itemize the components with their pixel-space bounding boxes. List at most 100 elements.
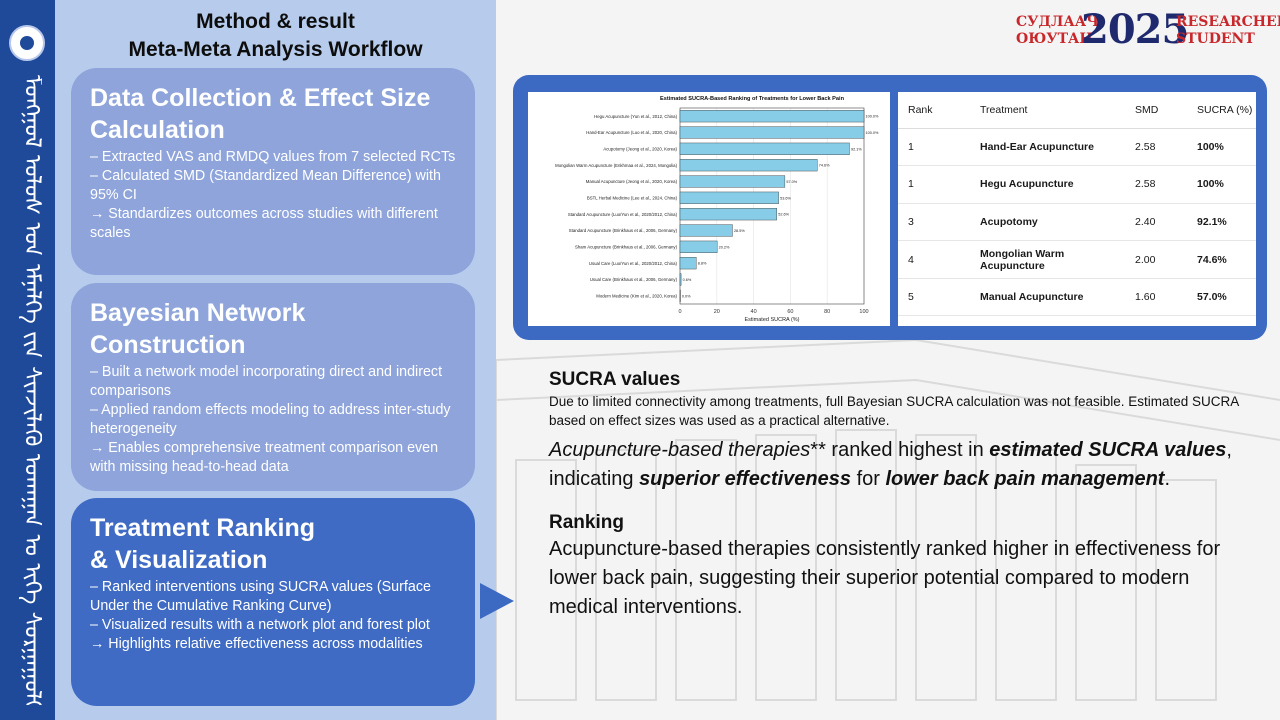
x-tick-label: 80	[824, 309, 830, 315]
data-label: 28.5%	[734, 229, 745, 233]
plot-frame	[679, 107, 865, 305]
card-treatment-ranking: Treatment Ranking & Visualization – Ranke…	[71, 498, 475, 706]
card-line: → Standardizes outcomes across studies w…	[90, 206, 438, 241]
arrow-right-icon	[480, 583, 514, 619]
table-row: 4 Mongolian Warm Acupuncture 2.00 74.6%	[898, 240, 1256, 279]
y-tick-label: Sham Acupuncture (Brinkhaus et al., 2006…	[575, 244, 678, 249]
logo-text-left: СУДЛААЧ ОЮУТАН	[1016, 14, 1099, 47]
data-label: 52.6%	[778, 213, 789, 217]
cell-rank: 1	[898, 165, 970, 204]
y-tick-label: Hegu Acupuncture (Yun et al., 2012, Chin…	[594, 114, 677, 119]
cell-treatment: Acupotomy	[970, 203, 1125, 242]
card-data-collection: Data Collection & Effect Size Calculation…	[71, 68, 475, 275]
y-tick-label: Standard Acupuncture (Brinkhaus et al., …	[569, 228, 678, 233]
bar	[679, 175, 786, 188]
card-line: – Calculated SMD (Standardized Mean Diff…	[90, 168, 441, 203]
card-line: → Enables comprehensive treatment compar…	[90, 440, 439, 475]
data-label: 92.1%	[851, 147, 862, 151]
y-tick-label: Manual Acupuncture (Jeong et al., 2020, …	[586, 179, 678, 184]
x-tick-label: 100	[859, 309, 868, 315]
data-label: 20.2%	[719, 245, 730, 249]
data-label: 0.0%	[682, 294, 691, 298]
vertical-strip: ᠮᠣᠩᠭᠣᠯ ᠤᠯᠤᠰ ᠤᠨ ᠡᠮᠨᠡᠯᠭᠡ ᠵᠢᠨ ᠰᠢᠨᠵᠢᠯᠡᠬᠦ ᠤᠬᠠ…	[0, 0, 55, 720]
y-tick-label: Acupotomy (Jeong et al., 2020, Korea)	[603, 146, 677, 151]
y-tick-label: Usual Care (Brinkhaus et al., 2006, Germ…	[590, 277, 678, 282]
y-tick-label: Modern Medicine (Kim et al., 2020, Korea…	[596, 293, 677, 298]
data-label: 100.0%	[866, 131, 880, 135]
ranking-table-panel: Rank Treatment SMD SUCRA (%) 1 Hand-Ear …	[898, 92, 1256, 326]
card-title: Treatment Ranking & Visualization	[90, 514, 316, 574]
panel-title-line1: Method & result	[196, 10, 355, 33]
data-label: 53.6%	[780, 196, 791, 200]
card-line: – Applied random effects modeling to add…	[90, 402, 451, 437]
cell-rank: 1	[898, 128, 970, 167]
x-tick-label: 60	[787, 309, 793, 315]
cell-smd: 2.40	[1125, 203, 1187, 242]
table-header-row: Rank Treatment SMD SUCRA (%)	[898, 92, 1256, 129]
sucra-heading: SUCRA values	[549, 369, 681, 390]
cell-sucra: 100%	[1187, 128, 1256, 167]
results-area: СУДЛААЧ ОЮУТАН 2025 RESEARCHER STUDENT Est…	[496, 0, 1280, 720]
x-axis-label: Estimated SUCRA (%)	[744, 317, 799, 323]
logo-text-right: RESEARCHER STUDENT	[1176, 14, 1280, 47]
bar	[679, 240, 718, 253]
cell-smd: 2.58	[1125, 165, 1187, 204]
header-rank: Rank	[898, 92, 970, 129]
data-label: 100.0%	[866, 115, 880, 119]
bar	[679, 191, 779, 204]
conference-logo: СУДЛААЧ ОЮУТАН 2025 RESEARCHER STUDENT	[1016, 6, 1280, 58]
bar	[679, 110, 865, 123]
cell-sucra: 74.6%	[1187, 240, 1256, 279]
cell-treatment: Mongolian Warm Acupuncture	[970, 240, 1125, 279]
card-line: – Built a network model incorporating di…	[90, 364, 443, 399]
ranking-text: Acupuncture-based therapies consistently…	[549, 538, 1221, 618]
data-label: 74.6%	[819, 164, 830, 168]
data-label: 57.0%	[786, 180, 797, 184]
chart-title: Estimated SUCRA-Based Ranking of Treatme…	[660, 96, 845, 102]
method-panel: Method & result Meta-Meta Analysis Workf…	[55, 0, 496, 720]
data-label: 8.8%	[698, 262, 707, 266]
cell-sucra: 92.1%	[1187, 203, 1256, 242]
cell-treatment: Hegu Acupuncture	[970, 165, 1125, 204]
card-line: → Highlights relative effectiveness acro…	[90, 636, 423, 652]
header-sucra: SUCRA (%)	[1187, 92, 1256, 129]
sucra-note: Due to limited connectivity among treatm…	[549, 394, 1239, 428]
building-background-icon	[496, 340, 1280, 720]
header-treatment: Treatment	[970, 92, 1125, 129]
table-row: 1 Hand-Ear Acupuncture 2.58 100%	[898, 128, 1256, 167]
cell-treatment: Manual Acupuncture	[970, 278, 1125, 317]
table-row: 3 Acupotomy 2.40 92.1%	[898, 203, 1256, 242]
logo-year: 2025	[1081, 6, 1189, 53]
x-tick-label: 0	[678, 309, 681, 315]
data-label: 0.6%	[683, 278, 692, 282]
sucra-summary: Acupuncture-based therapies** ranked hig…	[549, 439, 1232, 490]
findings-text: SUCRA values Due to limited connectivity…	[549, 368, 1239, 622]
card-line: – Ranked interventions using SUCRA value…	[90, 579, 431, 614]
card-title: Data Collection & Effect Size Calculation	[90, 84, 431, 144]
card-bayesian-network: Bayesian Network Construction – Built a n…	[71, 283, 475, 491]
card-line: – Visualized results with a network plot…	[90, 617, 430, 633]
panel-title-line2: Meta-Meta Analysis Workflow	[128, 38, 423, 61]
sucra-chart-panel: Estimated SUCRA-Based Ranking of Treatme…	[528, 92, 890, 326]
bar	[679, 208, 777, 221]
header-smd: SMD	[1125, 92, 1187, 129]
cell-smd: 2.58	[1125, 128, 1187, 167]
card-line: – Extracted VAS and RMDQ values from 7 s…	[90, 149, 456, 165]
bar	[679, 142, 850, 155]
cell-treatment: Hand-Ear Acupuncture	[970, 128, 1125, 167]
table-row: 5 Manual Acupuncture 1.60 57.0%	[898, 278, 1256, 317]
university-logo-icon	[9, 25, 45, 61]
vertical-mongolian-script: ᠮᠣᠩᠭᠣᠯ ᠤᠯᠤᠰ ᠤᠨ ᠡᠮᠨᠡᠯᠭᠡ ᠵᠢᠨ ᠰᠢᠨᠵᠢᠯᠡᠬᠦ ᠤᠬᠠ…	[19, 75, 42, 705]
y-tick-label: BSTL Herbal Medicine (Lee et al., 2024, …	[587, 195, 678, 200]
cell-rank: 3	[898, 203, 970, 242]
cell-sucra: 100%	[1187, 165, 1256, 204]
x-tick-label: 20	[714, 309, 720, 315]
cell-smd: 1.60	[1125, 278, 1187, 317]
cell-sucra: 57.0%	[1187, 278, 1256, 317]
y-tick-label: Standard Acupuncture (Luo/Yun et al., 20…	[568, 212, 678, 217]
x-tick-label: 40	[751, 309, 757, 315]
cell-smd: 2.00	[1125, 240, 1187, 279]
y-tick-label: Mongolian Warm Acupuncture (Enkhmaa et a…	[555, 163, 677, 168]
bar	[679, 273, 682, 286]
bar	[679, 126, 865, 139]
